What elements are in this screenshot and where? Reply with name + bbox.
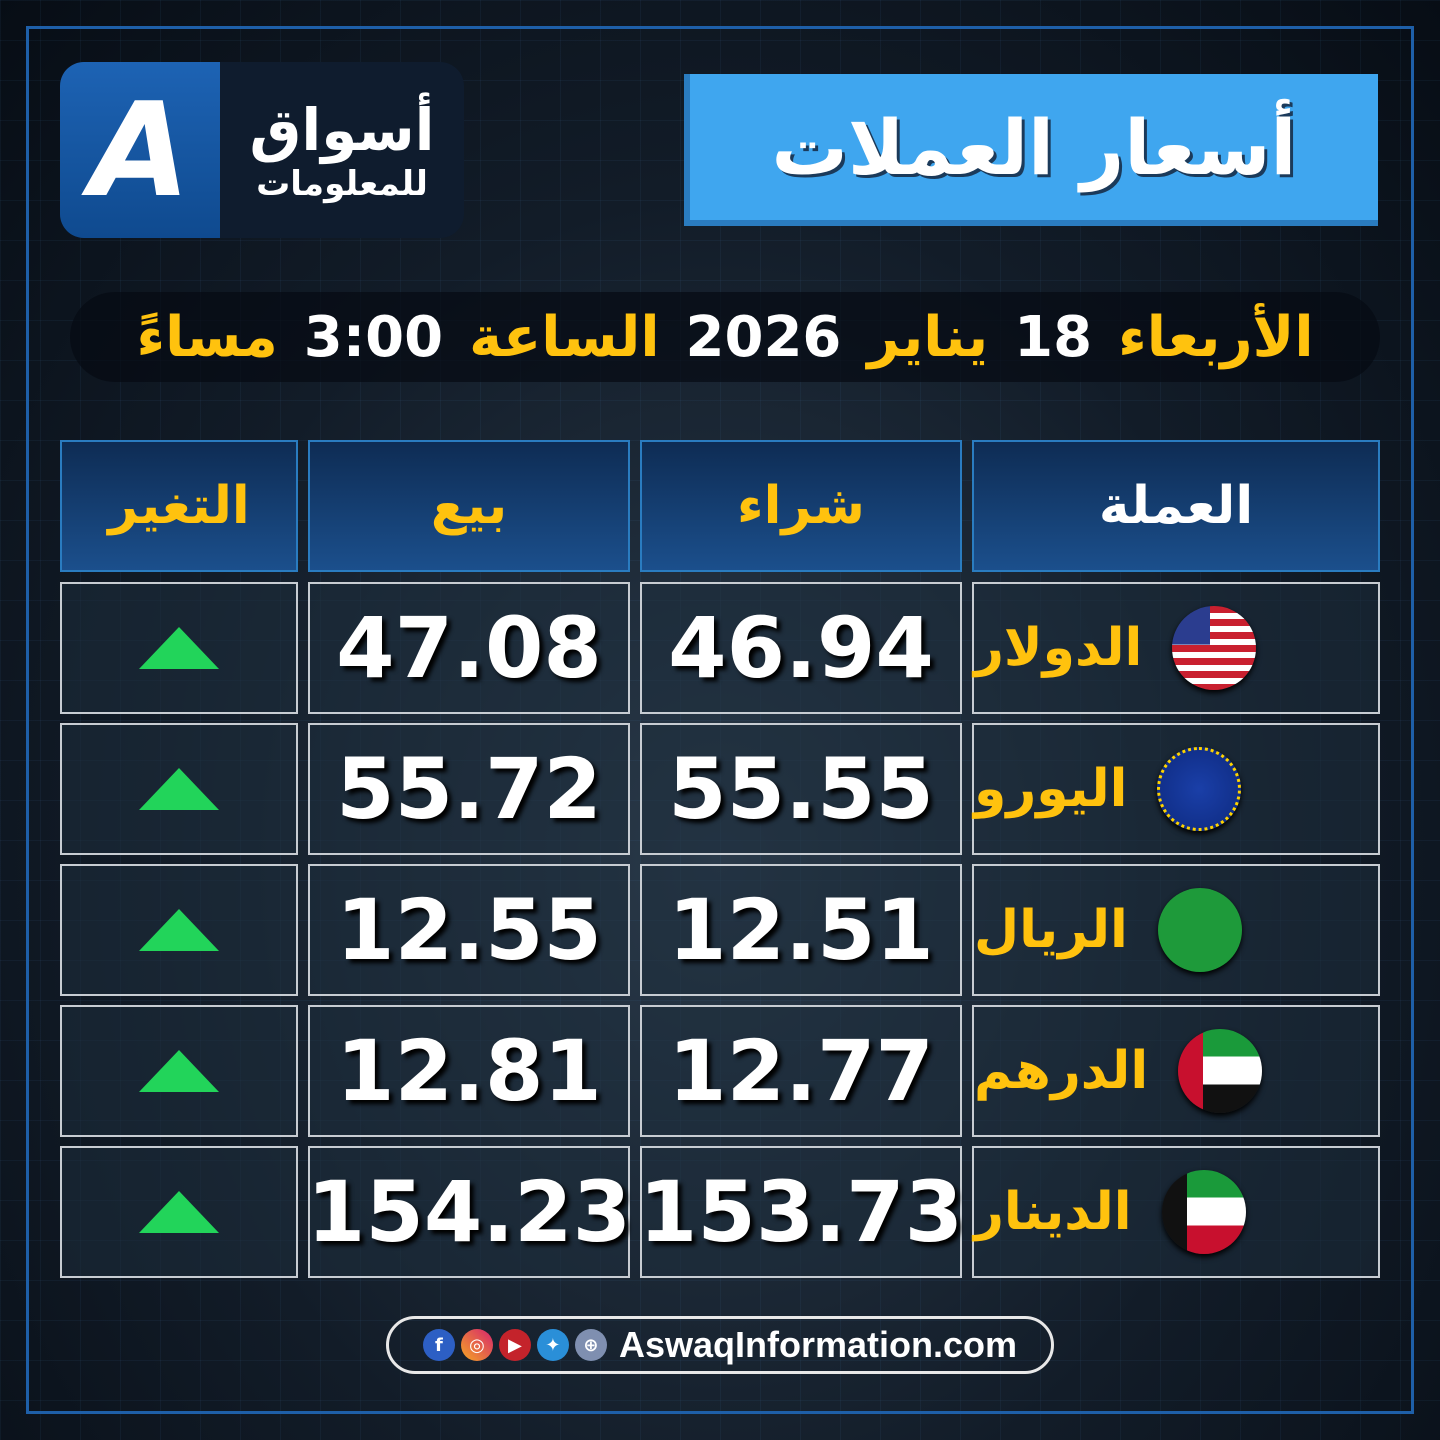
header-cell: بيع — [308, 440, 630, 572]
currency-name: الريال — [974, 900, 1128, 960]
change-cell — [60, 582, 298, 714]
sell-price-cell: 47.08 — [308, 582, 630, 714]
change-cell — [60, 1005, 298, 1137]
buy-price-cell: 153.73 — [638, 1146, 964, 1278]
buy-price: 153.73 — [638, 1163, 964, 1261]
sell-price-cell: 12.81 — [308, 1005, 630, 1137]
currency-name: الدولار — [974, 618, 1143, 678]
arrow-up-icon — [139, 909, 219, 951]
currency-name: الدينار — [974, 1182, 1132, 1242]
buy-price-cell: 46.94 — [640, 582, 962, 714]
date-bar: الأربعاء 18 يناير 2026 الساعة 3:00 مساءً — [70, 292, 1380, 382]
change-cell — [60, 1146, 298, 1278]
buy-price-cell: 12.77 — [640, 1005, 962, 1137]
month: يناير — [867, 304, 989, 370]
website-link[interactable]: AswaqInformation.com — [618, 1324, 1018, 1365]
sell-price-cell: 154.23 — [306, 1146, 632, 1278]
header-cell: شراء — [640, 440, 962, 572]
currency-name: اليورو — [974, 759, 1128, 819]
currency-name: الدرهم — [974, 1041, 1149, 1101]
footer: f ◎ ▶ ✦ ⊕ AswaqInformation.com — [386, 1316, 1054, 1374]
buy-price-cell: 55.55 — [640, 723, 962, 855]
buy-price: 46.94 — [668, 599, 934, 697]
page-title: أسعار العملات — [684, 74, 1378, 226]
header-label: شراء — [737, 476, 865, 536]
us-flag-icon — [1172, 606, 1257, 690]
instagram-icon[interactable]: ◎ — [460, 1329, 493, 1361]
saudi-flag-icon — [1157, 888, 1242, 972]
sell-price-cell: 12.55 — [308, 864, 630, 996]
arrow-up-icon — [139, 1050, 219, 1092]
currency-cell: الدولار — [972, 582, 1380, 714]
kuwait-flag-icon — [1161, 1170, 1246, 1254]
currency-cell: الدينار — [972, 1146, 1380, 1278]
sell-price-cell: 55.72 — [308, 723, 630, 855]
brand-subtitle: للمعلومات — [256, 164, 428, 204]
sell-price: 154.23 — [306, 1163, 632, 1261]
twitter-icon[interactable]: ✦ — [536, 1329, 569, 1361]
buy-price: 12.77 — [668, 1022, 934, 1120]
header-cell: التغير — [60, 440, 298, 572]
header-label: العملة — [1098, 476, 1254, 536]
eu-flag-icon — [1157, 747, 1242, 831]
globe-icon[interactable]: ⊕ — [574, 1329, 607, 1361]
currency-cell: الدرهم — [972, 1005, 1380, 1137]
logo-text: أسواق للمعلومات — [220, 62, 464, 238]
brand-logo: A أسواق للمعلومات — [60, 62, 464, 238]
youtube-icon[interactable]: ▶ — [498, 1329, 531, 1361]
change-cell — [60, 864, 298, 996]
currency-cell: الريال — [972, 864, 1380, 996]
sell-price: 12.81 — [336, 1022, 602, 1120]
change-cell — [60, 723, 298, 855]
buy-price: 12.51 — [668, 881, 934, 979]
date-num: 18 — [1014, 304, 1093, 370]
year: 2026 — [685, 304, 842, 370]
uae-flag-icon — [1178, 1029, 1263, 1113]
header-label: بيع — [430, 476, 508, 536]
arrow-up-icon — [139, 1191, 219, 1233]
buy-price-cell: 12.51 — [640, 864, 962, 996]
arrow-up-icon — [139, 768, 219, 810]
day: الأربعاء — [1118, 304, 1314, 370]
sell-price: 47.08 — [336, 599, 602, 697]
facebook-icon[interactable]: f — [422, 1329, 455, 1361]
period: مساءً — [136, 304, 278, 370]
arrow-up-icon — [139, 627, 219, 669]
header-label: التغير — [108, 476, 250, 536]
brand-name: أسواق — [249, 96, 435, 164]
time: 3:00 — [303, 304, 444, 370]
sell-price: 55.72 — [336, 740, 602, 838]
sell-price: 12.55 — [336, 881, 602, 979]
header-cell: العملة — [972, 440, 1380, 572]
time-label: الساعة — [469, 304, 660, 370]
frame — [26, 26, 1414, 1414]
logo-mark: A — [60, 62, 220, 238]
currency-cell: اليورو — [972, 723, 1380, 855]
buy-price: 55.55 — [668, 740, 934, 838]
